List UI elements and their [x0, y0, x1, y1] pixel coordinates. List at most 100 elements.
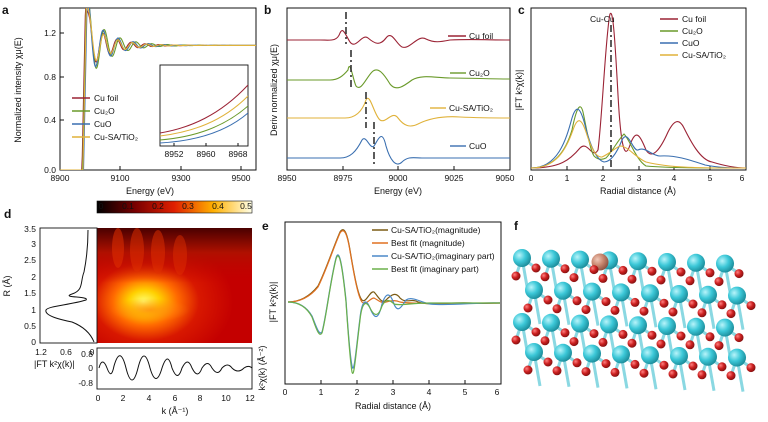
series-label: Cu-SA/TiO₂: [449, 103, 493, 113]
series-line-best-fit-imaginary: [287, 255, 500, 374]
panel-c-xtick: 0: [529, 173, 534, 183]
o-atom: [572, 296, 582, 306]
bottom-profile-ylabel: k²χ(k) (Å⁻²): [257, 346, 267, 391]
panel-d-ytick: 2.5: [24, 255, 36, 265]
o-atom: [581, 305, 591, 315]
panel-c-xtick: 4: [672, 173, 677, 183]
o-atom: [523, 365, 533, 375]
colorbar: [96, 200, 253, 214]
panel-c-xtick: 6: [740, 173, 745, 183]
o-atom: [697, 308, 707, 318]
panel-letter-d: d: [4, 207, 11, 221]
o-atom: [639, 306, 649, 316]
heatmap: [97, 228, 252, 343]
colorbar-tick: 0.1: [122, 201, 134, 211]
panel-b: b 8950 8975 9000 9025 9050 Energy (eV) D…: [264, 3, 515, 196]
series-line-cu-sa-tio2: [531, 120, 746, 169]
panel-a-ytick: 0.8: [44, 72, 56, 82]
inset-line-cuo: [160, 112, 248, 144]
legend-label: Cu foil: [94, 93, 118, 103]
o-atom: [647, 330, 657, 340]
legend-label: Cu foil: [682, 14, 706, 24]
o-atom: [581, 367, 591, 377]
ti-atom: [716, 254, 734, 273]
panel-d-xtick: 10: [221, 393, 231, 403]
o-atom: [572, 358, 582, 368]
panel-e-xtick: 1: [319, 387, 324, 397]
colorbar-tick: 0.5: [240, 201, 252, 211]
side-xtick: 1.2: [35, 347, 47, 357]
panel-b-xlabel: Energy (eV): [374, 186, 422, 196]
panel-c-xtick: 2: [601, 173, 606, 183]
panel-a-ylabel: Normalized intensity χμ(E): [13, 37, 23, 142]
series-line-best-fit-magnitude: [287, 230, 501, 304]
legend-label: Cu-SA/TiO₂: [682, 50, 726, 60]
panel-a-x-ticks: 8900 9100 9300 9500: [51, 166, 251, 183]
o-atom: [531, 327, 541, 337]
inset-frame: [159, 64, 249, 147]
ti-atom: [571, 314, 589, 333]
o-atom: [511, 335, 521, 345]
panel-e-x-ticks: 0 1 2 3 4 5 6: [283, 380, 502, 397]
series-line-cu2o: [531, 106, 746, 169]
series-label: Cu₂O: [469, 68, 490, 78]
o-atom: [511, 271, 521, 281]
ti-atom: [670, 285, 688, 303]
ti-atom: [728, 286, 746, 305]
legend-label: Cu₂O: [682, 26, 703, 36]
panel-e-xtick: 2: [355, 387, 360, 397]
panel-a-ytick: 0.4: [44, 115, 56, 125]
o-atom: [659, 360, 669, 370]
inset-xtick: 8952: [165, 149, 184, 159]
side-xtick: 0.6: [60, 347, 72, 357]
o-atom: [601, 359, 611, 369]
bottom-profile-line: [98, 355, 253, 381]
ti-atom: [612, 345, 630, 364]
o-atom: [697, 370, 707, 380]
o-atom: [688, 299, 698, 309]
ti-atom: [728, 348, 746, 367]
panel-d-xtick: 0: [96, 393, 101, 403]
ti-atom: [658, 253, 676, 271]
inset-xtick: 8960: [197, 149, 216, 159]
o-atom: [630, 297, 640, 307]
ti-atom: [513, 313, 531, 331]
panel-a-y-ticks: 0.0 0.4 0.8 1.2: [44, 28, 64, 175]
legend-label: Best fit (imaginary part): [391, 264, 479, 274]
series-line-cu-foil: [531, 12, 746, 169]
panel-e-xtick: 4: [427, 387, 432, 397]
panel-c-xtick: 3: [637, 173, 642, 183]
legend-label: Cu-SA/TiO₂(magnitude): [391, 225, 481, 235]
ti-atom: [670, 347, 688, 365]
panel-e-xlabel: Radial distance (Å): [355, 401, 431, 411]
o-atom: [560, 264, 570, 274]
panel-d-y-ticks: 0 0.5 1 1.5 2 2.5 3 3.5: [24, 224, 36, 347]
panel-letter-f: f: [514, 219, 519, 233]
ti-atom: [687, 317, 705, 336]
panel-a-xtick: 9300: [172, 173, 191, 183]
side-profile-xlabel: |FT k²χ(k)|: [34, 359, 75, 369]
panel-c: c 0 1 2 3 4 5 6 Radial distance (Å) |FT …: [514, 3, 747, 196]
panel-b-xtick: 9000: [389, 173, 408, 183]
cu-cu-annotation: Cu-Cu: [590, 14, 615, 24]
side-xtick: 0: [90, 347, 95, 357]
bottom-profile-frame: [96, 347, 253, 390]
o-atom: [618, 265, 628, 275]
panel-b-labels: Cu foil Cu₂O Cu-SA/TiO₂ CuO: [430, 31, 493, 151]
panel-c-ylabel: |FT k²χ(k)|: [514, 70, 524, 111]
o-atom: [589, 265, 599, 275]
o-atom: [668, 369, 678, 379]
o-atom: [627, 274, 637, 284]
o-atom: [560, 328, 570, 338]
panel-b-x-ticks: 8950 8975 9000 9025 9050: [278, 166, 515, 183]
o-atom: [627, 338, 637, 348]
panel-d-xlabel: k (Å⁻¹): [162, 406, 189, 416]
bottom-ytick: 0: [88, 363, 93, 373]
panel-a-ytick: 1.2: [44, 28, 56, 38]
panel-d: d 0 0.1 0.2 0.3 0.4 0.5 0 0.5 1 1.5: [2, 200, 267, 416]
ti-atom: [554, 343, 572, 362]
panel-e-xtick: 0: [283, 387, 288, 397]
ti-atom: [687, 253, 705, 272]
o-atom: [656, 275, 666, 285]
series-line-cuo: [531, 108, 746, 169]
